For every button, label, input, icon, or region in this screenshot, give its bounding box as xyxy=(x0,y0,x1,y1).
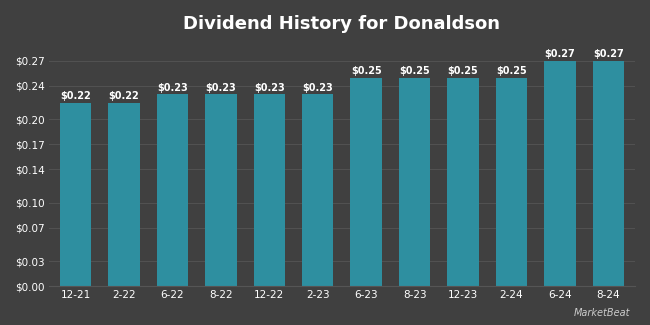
Bar xyxy=(60,103,91,286)
Text: $0.25: $0.25 xyxy=(351,66,382,76)
Text: $0.23: $0.23 xyxy=(205,83,236,93)
Text: $0.25: $0.25 xyxy=(448,66,478,76)
Text: $0.22: $0.22 xyxy=(60,91,91,101)
Bar xyxy=(496,78,527,286)
Bar xyxy=(544,61,576,286)
Bar xyxy=(254,94,285,286)
Title: Dividend History for Donaldson: Dividend History for Donaldson xyxy=(183,15,500,33)
Text: $0.23: $0.23 xyxy=(157,83,188,93)
Text: $0.27: $0.27 xyxy=(545,49,575,59)
Bar xyxy=(593,61,624,286)
Bar xyxy=(302,94,333,286)
Bar xyxy=(109,103,140,286)
Text: $0.23: $0.23 xyxy=(254,83,285,93)
Text: $0.27: $0.27 xyxy=(593,49,624,59)
Bar xyxy=(350,78,382,286)
Bar xyxy=(157,94,188,286)
Text: $0.25: $0.25 xyxy=(496,66,527,76)
Bar xyxy=(205,94,237,286)
Text: $0.25: $0.25 xyxy=(399,66,430,76)
Text: MarketBeat: MarketBeat xyxy=(574,308,630,318)
Bar xyxy=(447,78,479,286)
Text: $0.22: $0.22 xyxy=(109,91,139,101)
Bar xyxy=(399,78,430,286)
Text: $0.23: $0.23 xyxy=(302,83,333,93)
